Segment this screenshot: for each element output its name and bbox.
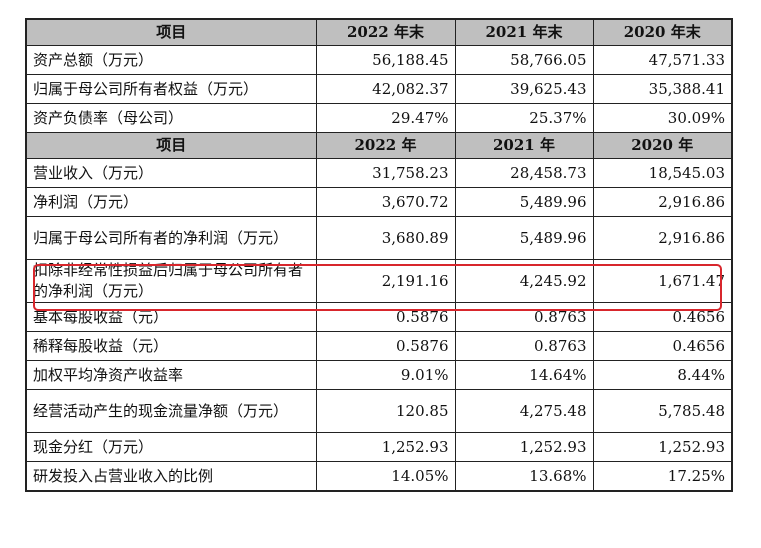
cell-2020: 0.4656 <box>592 331 733 361</box>
header-year-2022-end: 2022 年末 <box>315 18 456 46</box>
table-row: 现金分红（万元） 1,252.93 1,252.93 1,252.93 <box>25 432 733 462</box>
cell-2020: 30.09% <box>592 103 733 133</box>
cell-2022: 9.01% <box>315 360 456 390</box>
table-row: 基本每股收益（元） 0.5876 0.8763 0.4656 <box>25 302 733 332</box>
cell-2021: 1,252.93 <box>454 432 594 462</box>
financial-data-table: 项目 2022 年末 2021 年末 2020 年末 资产总额（万元） 56,1… <box>25 18 733 492</box>
cell-2022: 29.47% <box>315 103 456 133</box>
cell-2021: 5,489.96 <box>454 187 594 217</box>
header-year-2021-end: 2021 年末 <box>454 18 594 46</box>
table-row: 归属于母公司所有者的净利润（万元） 3,680.89 5,489.96 2,91… <box>25 216 733 260</box>
cell-2020: 47,571.33 <box>592 45 733 75</box>
header-year-2021: 2021 年 <box>454 132 594 159</box>
cell-2022: 42,082.37 <box>315 74 456 104</box>
cell-2020: 35,388.41 <box>592 74 733 104</box>
cell-2020: 1,671.47 <box>592 259 733 303</box>
cell-2021: 5,489.96 <box>454 216 594 260</box>
header-year-2020: 2020 年 <box>592 132 733 159</box>
row-label: 经营活动产生的现金流量净额（万元） <box>25 389 317 433</box>
cell-2020: 2,916.86 <box>592 216 733 260</box>
cell-2022: 1,252.93 <box>315 432 456 462</box>
cell-2022: 3,680.89 <box>315 216 456 260</box>
cell-2021: 0.8763 <box>454 331 594 361</box>
table-row: 资产总额（万元） 56,188.45 58,766.05 47,571.33 <box>25 45 733 75</box>
header-item: 项目 <box>25 18 317 46</box>
row-label: 扣除非经常性损益后归属于母公司所有者的净利润（万元） <box>25 259 317 303</box>
table-row: 归属于母公司所有者权益（万元） 42,082.37 39,625.43 35,3… <box>25 74 733 104</box>
cell-2021: 14.64% <box>454 360 594 390</box>
cell-2021: 0.8763 <box>454 302 594 332</box>
row-label: 现金分红（万元） <box>25 432 317 462</box>
cell-2021: 4,245.92 <box>454 259 594 303</box>
row-label: 研发投入占营业收入的比例 <box>25 461 317 492</box>
cell-2022: 31,758.23 <box>315 158 456 188</box>
cell-2022: 0.5876 <box>315 302 456 332</box>
cell-2021: 28,458.73 <box>454 158 594 188</box>
cell-2022: 3,670.72 <box>315 187 456 217</box>
header-item: 项目 <box>25 132 317 159</box>
row-label: 加权平均净资产收益率 <box>25 360 317 390</box>
cell-2020: 1,252.93 <box>592 432 733 462</box>
table-row: 净利润（万元） 3,670.72 5,489.96 2,916.86 <box>25 187 733 217</box>
cell-2021: 4,275.48 <box>454 389 594 433</box>
header-year-2022: 2022 年 <box>315 132 456 159</box>
cell-2022: 120.85 <box>315 389 456 433</box>
cell-2022: 14.05% <box>315 461 456 492</box>
row-label: 营业收入（万元） <box>25 158 317 188</box>
cell-2021: 13.68% <box>454 461 594 492</box>
row-label: 归属于母公司所有者权益（万元） <box>25 74 317 104</box>
table-row: 加权平均净资产收益率 9.01% 14.64% 8.44% <box>25 360 733 390</box>
cell-2020: 8.44% <box>592 360 733 390</box>
cell-2020: 5,785.48 <box>592 389 733 433</box>
table-row-highlighted: 扣除非经常性损益后归属于母公司所有者的净利润（万元） 2,191.16 4,24… <box>25 259 733 303</box>
cell-2022: 0.5876 <box>315 331 456 361</box>
table-row: 营业收入（万元） 31,758.23 28,458.73 18,545.03 <box>25 158 733 188</box>
row-label: 净利润（万元） <box>25 187 317 217</box>
row-label: 资产总额（万元） <box>25 45 317 75</box>
cell-2020: 18,545.03 <box>592 158 733 188</box>
financial-table-container: 项目 2022 年末 2021 年末 2020 年末 资产总额（万元） 56,1… <box>25 18 733 492</box>
row-label: 资产负债率（母公司） <box>25 103 317 133</box>
table-row: 经营活动产生的现金流量净额（万元） 120.85 4,275.48 5,785.… <box>25 389 733 433</box>
cell-2021: 25.37% <box>454 103 594 133</box>
cell-2021: 58,766.05 <box>454 45 594 75</box>
row-label: 稀释每股收益（元） <box>25 331 317 361</box>
table-row: 稀释每股收益（元） 0.5876 0.8763 0.4656 <box>25 331 733 361</box>
table-row: 资产负债率（母公司） 29.47% 25.37% 30.09% <box>25 103 733 133</box>
cell-2021: 39,625.43 <box>454 74 594 104</box>
row-label: 基本每股收益（元） <box>25 302 317 332</box>
cell-2020: 2,916.86 <box>592 187 733 217</box>
cell-2022: 56,188.45 <box>315 45 456 75</box>
table-header-row: 项目 2022 年末 2021 年末 2020 年末 <box>25 18 733 46</box>
cell-2020: 17.25% <box>592 461 733 492</box>
cell-2022: 2,191.16 <box>315 259 456 303</box>
table-row: 研发投入占营业收入的比例 14.05% 13.68% 17.25% <box>25 461 733 492</box>
row-label: 归属于母公司所有者的净利润（万元） <box>25 216 317 260</box>
table-header-row: 项目 2022 年 2021 年 2020 年 <box>25 132 733 159</box>
cell-2020: 0.4656 <box>592 302 733 332</box>
header-year-2020-end: 2020 年末 <box>592 18 733 46</box>
